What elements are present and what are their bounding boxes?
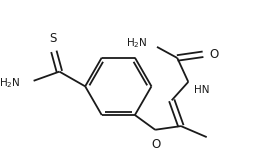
Text: H$_2$N: H$_2$N (0, 76, 21, 90)
Text: S: S (49, 32, 57, 45)
Text: HN: HN (194, 85, 209, 95)
Text: O: O (209, 48, 219, 61)
Text: O: O (152, 138, 161, 151)
Text: H$_2$N: H$_2$N (126, 36, 148, 50)
